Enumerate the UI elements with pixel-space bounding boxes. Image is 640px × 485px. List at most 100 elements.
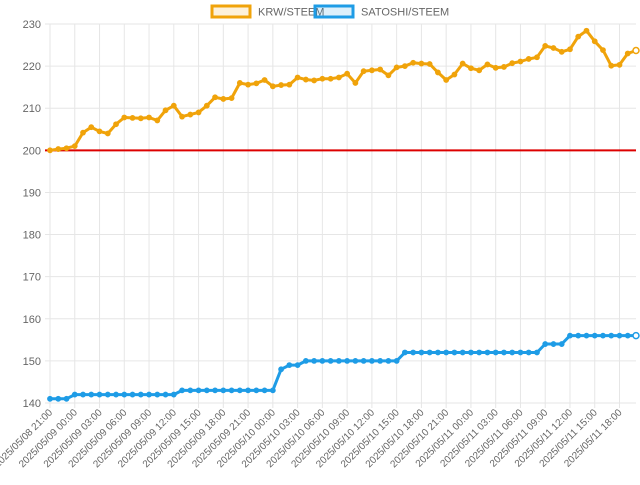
data-point-krw-steem[interactable] — [509, 60, 516, 67]
data-point-satoshi-steem[interactable] — [608, 332, 615, 339]
data-point-krw-steem[interactable] — [558, 48, 565, 55]
data-point-satoshi-steem[interactable] — [113, 391, 119, 398]
data-point-satoshi-steem[interactable] — [352, 357, 359, 364]
data-point-krw-steem[interactable] — [583, 27, 590, 34]
data-point-krw-steem[interactable] — [624, 50, 631, 57]
data-point-satoshi-steem[interactable] — [534, 349, 540, 356]
data-point-satoshi-steem[interactable] — [253, 387, 260, 394]
data-point-satoshi-steem[interactable] — [63, 395, 70, 402]
data-point-satoshi-steem[interactable] — [575, 332, 582, 339]
data-point-satoshi-steem[interactable] — [302, 357, 309, 364]
data-point-krw-steem[interactable] — [377, 66, 384, 73]
data-point-krw-steem[interactable] — [286, 81, 293, 88]
data-point-krw-steem[interactable] — [228, 95, 235, 102]
data-point-satoshi-steem[interactable] — [550, 341, 557, 347]
legend-swatch[interactable] — [313, 4, 355, 19]
data-point-satoshi-steem[interactable] — [600, 332, 606, 339]
data-point-krw-steem[interactable] — [137, 115, 144, 122]
data-point-satoshi-steem[interactable] — [426, 349, 433, 356]
data-point-krw-steem[interactable] — [344, 70, 351, 77]
data-point-krw-steem[interactable] — [63, 145, 70, 152]
data-point-satoshi-steem[interactable] — [542, 341, 549, 347]
data-point-krw-steem[interactable] — [451, 71, 458, 78]
data-point-krw-steem[interactable] — [501, 64, 507, 70]
data-point-satoshi-steem[interactable] — [344, 357, 351, 364]
data-point-krw-steem[interactable] — [253, 80, 260, 87]
data-point-krw-steem[interactable] — [278, 82, 284, 88]
data-point-satoshi-steem[interactable] — [410, 349, 417, 356]
data-point-satoshi-steem[interactable] — [509, 349, 516, 356]
data-point-satoshi-steem[interactable] — [616, 332, 623, 339]
data-point-satoshi-steem[interactable] — [88, 391, 95, 398]
data-point-satoshi-steem[interactable] — [476, 349, 483, 356]
data-point-satoshi-steem[interactable] — [71, 391, 78, 398]
data-point-krw-steem[interactable] — [435, 69, 441, 76]
data-point-satoshi-steem[interactable] — [517, 349, 524, 356]
legend-swatch[interactable] — [210, 4, 252, 19]
legend-label[interactable]: SATOSHI/STEEM — [361, 7, 449, 19]
data-point-satoshi-steem[interactable] — [567, 332, 573, 339]
data-point-krw-steem[interactable] — [534, 54, 540, 61]
data-point-satoshi-steem[interactable] — [129, 391, 136, 398]
data-point-krw-steem[interactable] — [88, 124, 95, 131]
data-point-satoshi-steem[interactable] — [212, 387, 218, 394]
data-point-satoshi-steem[interactable] — [583, 332, 590, 339]
data-point-satoshi-steem[interactable] — [402, 349, 408, 356]
data-point-satoshi-steem[interactable] — [104, 391, 111, 398]
data-point-krw-steem[interactable] — [294, 74, 301, 81]
end-point-satoshi-steem[interactable] — [632, 331, 640, 340]
data-point-satoshi-steem[interactable] — [121, 391, 128, 398]
data-point-krw-steem[interactable] — [608, 62, 615, 69]
data-point-krw-steem[interactable] — [195, 109, 202, 116]
data-point-satoshi-steem[interactable] — [170, 391, 177, 398]
data-point-krw-steem[interactable] — [393, 64, 400, 71]
data-point-krw-steem[interactable] — [187, 111, 194, 118]
data-point-satoshi-steem[interactable] — [245, 387, 251, 394]
data-point-krw-steem[interactable] — [468, 65, 474, 72]
data-point-satoshi-steem[interactable] — [96, 391, 103, 398]
data-point-krw-steem[interactable] — [212, 94, 218, 101]
data-point-krw-steem[interactable] — [484, 61, 491, 68]
data-point-krw-steem[interactable] — [360, 68, 367, 75]
data-point-krw-steem[interactable] — [170, 102, 177, 109]
data-point-krw-steem[interactable] — [550, 45, 557, 51]
data-point-satoshi-steem[interactable] — [624, 332, 631, 339]
data-point-satoshi-steem[interactable] — [319, 357, 326, 364]
data-point-krw-steem[interactable] — [179, 113, 185, 120]
data-point-krw-steem[interactable] — [129, 115, 136, 121]
data-point-krw-steem[interactable] — [121, 114, 128, 121]
data-point-satoshi-steem[interactable] — [162, 391, 169, 398]
data-point-satoshi-steem[interactable] — [385, 357, 392, 364]
data-point-satoshi-steem[interactable] — [393, 357, 400, 364]
data-point-krw-steem[interactable] — [567, 46, 573, 53]
data-point-krw-steem[interactable] — [616, 61, 623, 68]
data-point-krw-steem[interactable] — [55, 146, 62, 152]
end-point-krw-steem[interactable] — [632, 46, 640, 55]
data-point-satoshi-steem[interactable] — [311, 357, 318, 364]
data-point-krw-steem[interactable] — [113, 121, 119, 128]
data-point-krw-steem[interactable] — [162, 107, 169, 114]
data-point-krw-steem[interactable] — [385, 72, 392, 79]
data-point-satoshi-steem[interactable] — [286, 362, 293, 369]
data-point-satoshi-steem[interactable] — [435, 349, 441, 356]
data-point-krw-steem[interactable] — [96, 128, 103, 135]
data-point-krw-steem[interactable] — [542, 42, 549, 49]
data-point-krw-steem[interactable] — [146, 114, 152, 121]
data-point-krw-steem[interactable] — [476, 67, 483, 74]
data-point-krw-steem[interactable] — [47, 147, 53, 154]
data-point-satoshi-steem[interactable] — [492, 349, 499, 356]
data-point-satoshi-steem[interactable] — [591, 332, 598, 339]
data-point-satoshi-steem[interactable] — [377, 357, 384, 364]
data-point-krw-steem[interactable] — [319, 75, 326, 82]
data-point-krw-steem[interactable] — [269, 83, 276, 90]
data-point-satoshi-steem[interactable] — [335, 357, 342, 364]
data-point-krw-steem[interactable] — [600, 47, 606, 54]
data-point-krw-steem[interactable] — [525, 56, 532, 62]
data-point-krw-steem[interactable] — [459, 60, 466, 67]
data-point-satoshi-steem[interactable] — [368, 357, 375, 364]
data-point-krw-steem[interactable] — [203, 102, 210, 109]
data-point-satoshi-steem[interactable] — [47, 395, 53, 402]
data-point-satoshi-steem[interactable] — [179, 387, 185, 394]
data-point-krw-steem[interactable] — [80, 129, 86, 136]
data-point-satoshi-steem[interactable] — [484, 349, 491, 356]
